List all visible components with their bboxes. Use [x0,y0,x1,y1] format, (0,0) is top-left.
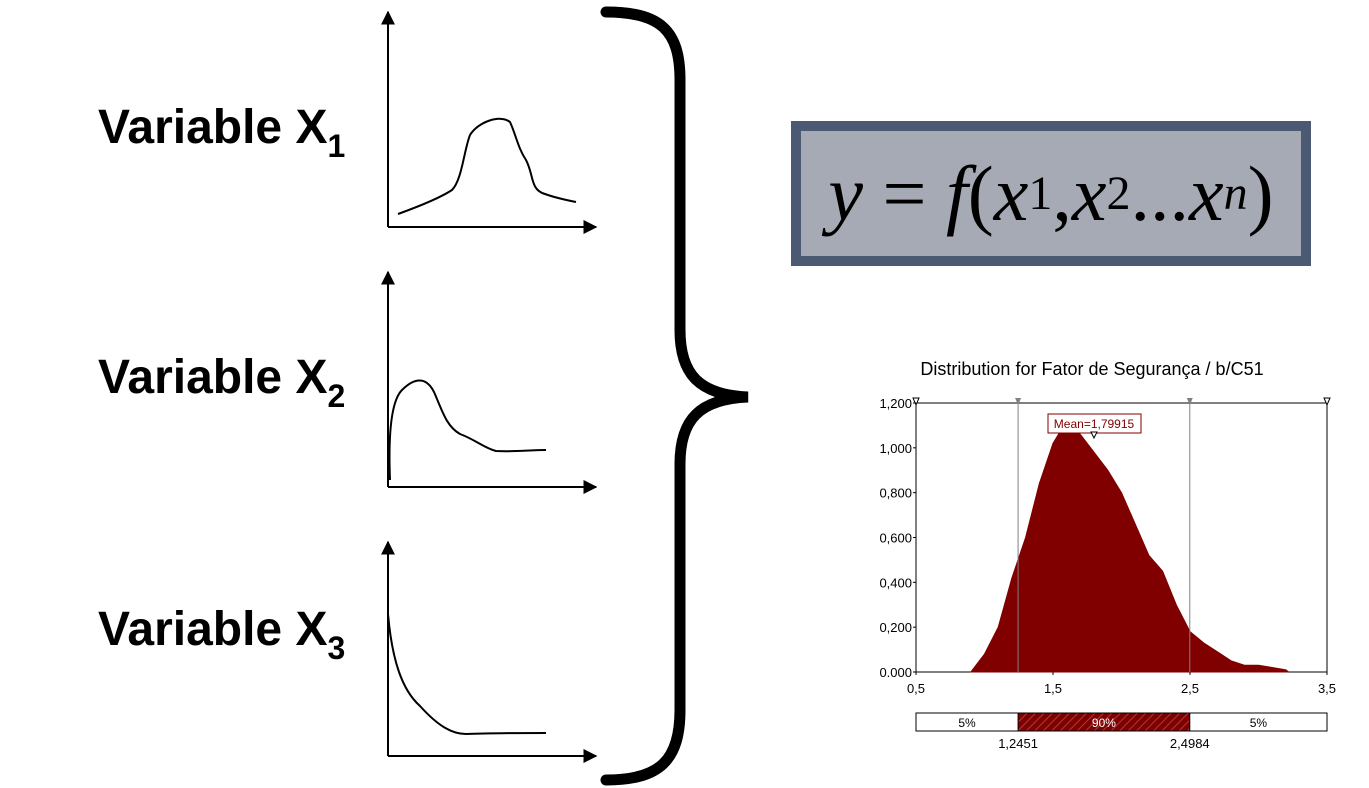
x-tick-label: 1,5 [1044,681,1062,696]
lower-percentile-value: 1,2451 [998,736,1038,751]
variable-x1-label: Variable X1 [98,101,346,164]
formula-x1: x [993,149,1029,237]
x2-skewed-curve [388,379,547,481]
percentile-band: 5% 90% 5% 1,2451 2,4984 [915,712,1328,751]
curly-brace [600,6,749,786]
formula-open-paren: ( [967,149,994,237]
x-axis-ticks: 0,5 1,5 2,5 3,5 [907,672,1336,696]
x1-bell-curve [397,117,577,215]
variable-x2-subscript: 2 [327,378,346,414]
formula-sub-2: 2 [1106,167,1131,220]
x3-decay-curve [387,613,547,736]
x-tick-label: 0,5 [907,681,925,696]
band-middle-90 [1017,712,1191,732]
band-middle-label: 90% [1092,716,1116,730]
left-limit-handle[interactable] [912,397,920,407]
band-left-label: 5% [958,716,976,730]
variable-x1-plot [381,10,598,234]
formula-sep: , [1052,149,1072,237]
upper-percentile-value: 2,4984 [1170,736,1210,751]
formula-f: f [946,149,968,237]
variable-x2-plot [381,270,598,494]
y-axis-ticks: 0.000 0,200 0,400 0,600 0,800 1,000 1,200 [879,396,916,680]
x-tick-label: 2,5 [1181,681,1199,696]
y-tick-label: 1,000 [879,441,912,456]
formula-equals: = [863,149,947,237]
variable-x1-prefix: Variable X [98,101,328,154]
variable-x3-prefix: Variable X [98,603,328,656]
formula-ellipsis: ... [1130,149,1189,237]
y-tick-label: 0,600 [879,531,912,546]
right-limit-handle[interactable] [1323,397,1331,407]
y-tick-label: 0,800 [879,486,912,501]
variable-x2-label: Variable X2 [98,351,346,414]
chart-title: Distribution for Fator de Segurança / b/… [920,359,1263,379]
variable-x3-subscript: 3 [327,630,346,666]
mean-label: Mean=1,79915 [1054,417,1135,431]
y-tick-label: 1,200 [879,396,912,411]
formula-close-paren: ) [1247,149,1274,237]
lower-percentile-handle[interactable] [1015,398,1022,405]
variable-x3-plot [381,540,598,763]
variable-x3-label: Variable X3 [98,603,346,666]
formula-x2: x [1071,149,1107,237]
band-right-label: 5% [1250,716,1268,730]
y-tick-label: 0.000 [879,665,912,680]
variable-x2-prefix: Variable X [98,351,328,404]
x-tick-label: 3,5 [1318,681,1336,696]
distribution-area [969,424,1289,673]
formula-box: y = f(x 1, x 2... x n) [791,121,1311,266]
formula: y = f(x 1, x 2... x n) [801,131,1301,256]
formula-xn: x [1188,149,1224,237]
formula-sub-1: 1 [1028,167,1053,220]
mean-marker [1090,431,1098,440]
formula-y: y [828,149,864,237]
formula-sub-n: n [1223,167,1248,220]
y-tick-label: 0,200 [879,620,912,635]
y-tick-label: 0,400 [879,575,912,590]
variable-x1-subscript: 1 [327,128,346,164]
upper-percentile-handle[interactable] [1186,398,1193,405]
